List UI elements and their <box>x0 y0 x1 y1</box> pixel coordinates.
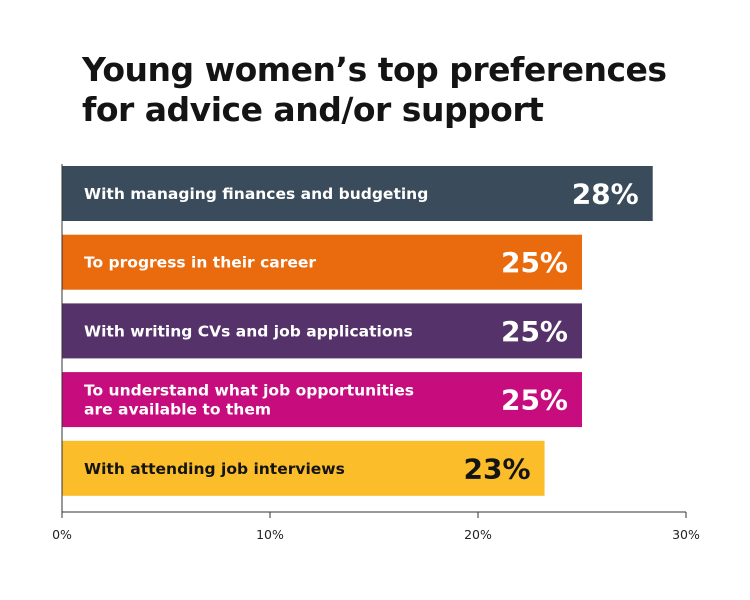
bar-label-2: To progress in their career <box>84 254 316 272</box>
x-tick-label-10: 10% <box>256 527 284 542</box>
bar-label-3: With writing CVs and job applications <box>84 322 413 340</box>
bar-2 <box>62 234 582 290</box>
chart-title-line-1: Young women’s top preferences <box>82 50 667 89</box>
value-label-2: 25% <box>501 246 568 279</box>
bar-4 <box>62 372 582 428</box>
x-tick-label-30: 30% <box>672 527 700 542</box>
x-tick-label-0: 0% <box>52 527 72 542</box>
chart-title-line-2: for advice and/or support <box>82 90 544 129</box>
value-label-1: 28% <box>572 178 639 211</box>
chart-title: Young women’s top preferences for advice… <box>82 50 722 130</box>
bar-1 <box>62 166 653 221</box>
bar-3 <box>62 303 582 359</box>
bar-label-4-line-1: To understand what job opportunities <box>84 382 414 400</box>
x-tick-label-20: 20% <box>464 527 492 542</box>
bar-5 <box>62 440 545 496</box>
bar-label-5: With attending job interviews <box>84 460 345 478</box>
bar-label-4-line-2: are available to them <box>84 401 271 419</box>
value-label-5: 23% <box>464 452 531 485</box>
value-label-3: 25% <box>501 315 568 348</box>
bar-label-1: With managing finances and budgeting <box>84 185 428 203</box>
value-label-4: 25% <box>501 384 568 417</box>
